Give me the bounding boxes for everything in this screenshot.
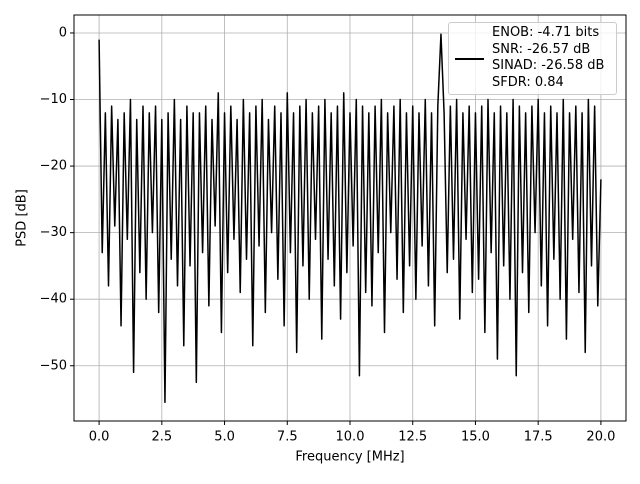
legend-label: ENOB: -4.71 bits SNR: -26.57 dB SINAD: -… — [492, 25, 605, 90]
x-tick-label: 2.5 — [151, 430, 172, 445]
y-tick-label: −10 — [40, 92, 67, 107]
y-tick-label: −30 — [40, 225, 67, 240]
y-axis-label: PSD [dB] — [15, 189, 30, 247]
y-tick-label: −20 — [40, 159, 67, 174]
x-axis-label: Frequency [MHz] — [295, 450, 404, 465]
x-tick-label: 12.5 — [398, 430, 427, 445]
x-tick-label: 5.0 — [214, 430, 235, 445]
x-tick-label: 15.0 — [461, 430, 490, 445]
x-tick-label: 7.5 — [277, 430, 298, 445]
y-tick-label: −50 — [40, 358, 67, 373]
plot-area — [98, 33, 602, 404]
y-tick-label: 0 — [59, 25, 67, 40]
x-tick-label: 10.0 — [336, 430, 365, 445]
x-tick-label: 0.0 — [89, 430, 110, 445]
x-tick-label: 20.0 — [586, 430, 615, 445]
y-tick-label: −40 — [40, 292, 67, 307]
legend: ENOB: -4.71 bits SNR: -26.57 dB SINAD: -… — [448, 22, 617, 95]
x-tick-label: 17.5 — [524, 430, 553, 445]
legend-swatch — [455, 58, 484, 60]
line — [98, 33, 602, 404]
